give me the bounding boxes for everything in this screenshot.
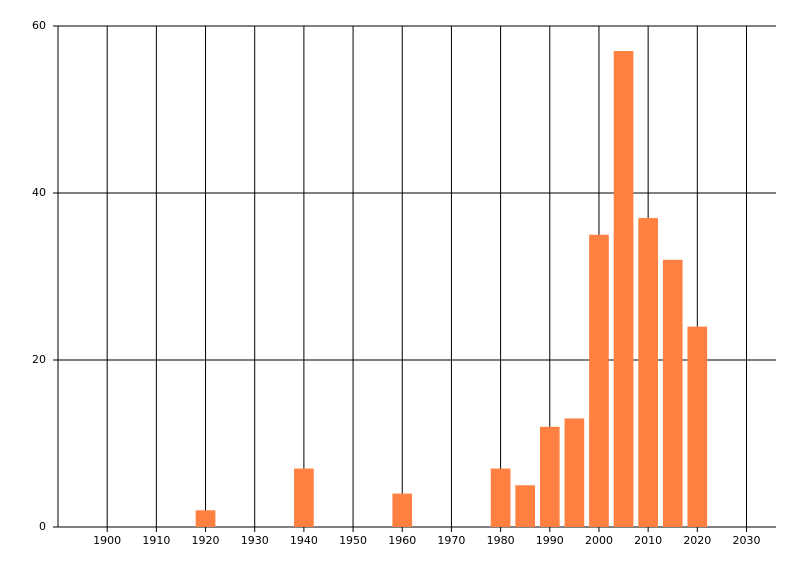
bar	[564, 418, 585, 527]
x-tick-label: 1960	[388, 534, 416, 547]
x-tick-label: 2000	[585, 534, 613, 547]
x-tick-label: 2030	[732, 534, 760, 547]
x-tick-label: 1950	[339, 534, 367, 547]
y-tick-label: 0	[39, 520, 46, 533]
x-tick-label: 1920	[192, 534, 220, 547]
x-tick-label: 1990	[536, 534, 564, 547]
x-tick-label: 1930	[241, 534, 269, 547]
y-tick-label: 20	[32, 353, 46, 366]
y-tick-label: 40	[32, 186, 46, 199]
y-tick-label: 60	[32, 19, 46, 32]
x-tick-label: 1900	[93, 534, 121, 547]
bar	[195, 510, 216, 527]
x-tick-label: 2010	[634, 534, 662, 547]
bar	[392, 493, 413, 527]
bar	[662, 259, 683, 527]
bar	[515, 485, 536, 527]
x-tick-label: 1970	[437, 534, 465, 547]
bar	[539, 426, 560, 527]
bar	[589, 234, 609, 527]
bar	[687, 326, 708, 527]
x-tick-label: 1940	[290, 534, 318, 547]
x-tick-label: 1910	[142, 534, 170, 547]
bar	[638, 218, 658, 528]
bar	[490, 468, 511, 527]
bar	[294, 468, 314, 527]
x-tick-label: 1980	[487, 534, 515, 547]
x-tick-label: 2020	[683, 534, 711, 547]
bar	[613, 51, 634, 528]
